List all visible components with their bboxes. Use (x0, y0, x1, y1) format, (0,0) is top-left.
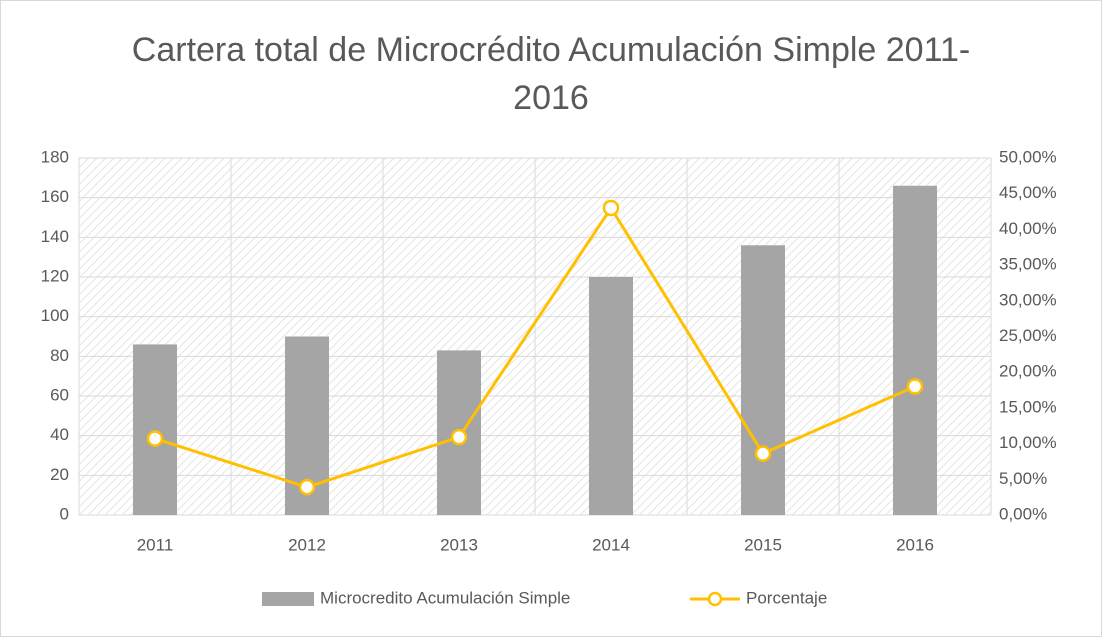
y-tick-label: 140 (41, 227, 69, 246)
bar (133, 344, 177, 515)
x-tick-label: 2012 (288, 535, 326, 554)
legend-marker (707, 591, 723, 607)
y-tick-label: 160 (41, 187, 69, 206)
legend-label: Microcredito Acumulación Simple (320, 588, 570, 607)
line-marker (146, 430, 164, 447)
line-marker (450, 428, 468, 446)
y-tick-label: 100 (41, 306, 69, 325)
line-marker (602, 199, 620, 217)
line-marker (906, 378, 924, 395)
y-tick-label: 0 (60, 504, 69, 523)
y2-tick-label: 0,00% (999, 504, 1047, 523)
y-tick-label: 120 (41, 266, 69, 285)
y-tick-label: 20 (50, 465, 69, 484)
legend-label: Porcentaje (746, 588, 827, 607)
y2-tick-label: 5,00% (999, 469, 1047, 488)
y2-tick-label: 30,00% (999, 290, 1057, 309)
legend-swatch (262, 592, 314, 606)
bar (741, 245, 785, 515)
bar (589, 277, 633, 515)
y2-tick-label: 20,00% (999, 362, 1057, 381)
x-tick-label: 2016 (896, 535, 934, 554)
y2-tick-label: 40,00% (999, 219, 1057, 238)
y-tick-label: 40 (50, 425, 69, 444)
y2-tick-label: 15,00% (999, 397, 1057, 416)
chart-title: Cartera total de Microcrédito Acumulació… (131, 31, 971, 117)
line (154, 205, 916, 489)
y-tick-label: 60 (50, 385, 69, 404)
y2-tick-label: 45,00% (999, 183, 1057, 202)
line-marker (298, 478, 316, 496)
x-tick-label: 2015 (744, 535, 782, 554)
x-tick-label: 2011 (137, 535, 174, 554)
line-marker (754, 445, 772, 462)
y-tick-label: 80 (50, 346, 69, 365)
bar (893, 185, 937, 515)
y2-tick-label: 35,00% (999, 255, 1057, 274)
y2-tick-label: 50,00% (999, 147, 1057, 166)
x-tick-label: 2014 (592, 535, 630, 554)
y-tick-label: 180 (41, 147, 69, 166)
x-tick-label: 2013 (440, 535, 478, 554)
y2-tick-label: 10,00% (999, 433, 1057, 452)
y2-tick-label: 25,00% (999, 326, 1057, 345)
